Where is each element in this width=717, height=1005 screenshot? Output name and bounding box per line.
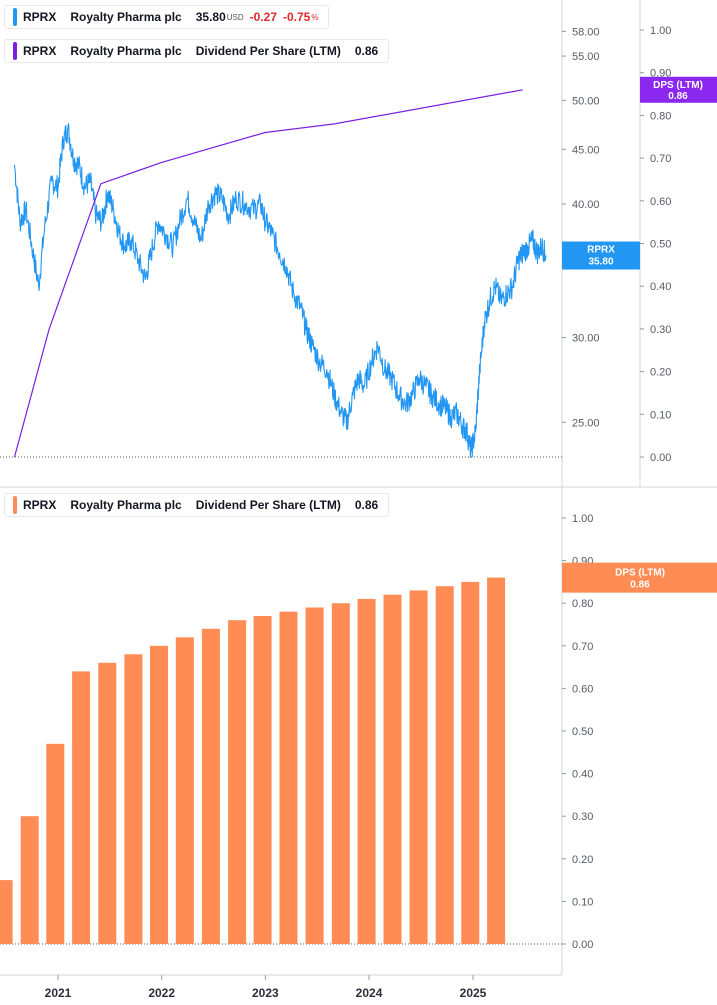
legend-dps-bar-value: 0.86 [354,498,379,512]
time-tick-label: 2023 [252,986,279,1000]
dps-bar [0,880,13,944]
dps-bar [461,581,480,944]
legend-price-pct-sign: % [311,12,319,22]
legend-dps-bar[interactable]: RPRX Royalty Pharma plc Dividend Per Sha… [4,493,390,517]
legend-dps-line-name: Royalty Pharma plc [70,44,182,58]
legend-dps-line-swatch [13,42,17,60]
axis-layer: 58.00 55.00 50.00 45.00 40.00 30.00 25.00 1.00 0… [45,25,672,1000]
price-tick-label: 25.00 [572,417,600,429]
dps-bar-last-tag [562,562,717,593]
bar-tick-label: 0.60 [572,683,593,695]
dps-tick-label: 1.00 [650,25,671,37]
price-tick-label: 45.00 [572,144,600,156]
legend-dps-bar-metric: Dividend Per Share (LTM) [195,498,341,512]
bar-tick-label: 0.70 [572,641,593,653]
dps-bar [279,611,298,944]
legend-price-value: 35.80 [195,10,226,24]
dps-bar-last-tag-value: 0.86 [630,580,650,591]
bar-tick-label: 0.40 [572,769,593,781]
dps-bar [124,654,143,944]
legend-price-swatch [13,8,17,26]
dps-bar [20,816,39,944]
dps-tick-label: 0.30 [650,324,671,336]
legend-dps-bar-name: Royalty Pharma plc [70,498,182,512]
dps-bar [487,577,506,944]
dps-tick-label: 0.00 [650,452,671,464]
legend-dps-bar-swatch [13,496,17,514]
dps-tick-label: 0.80 [650,110,671,122]
price-tick-label: 30.00 [572,333,600,345]
dps-bar [72,671,91,944]
legend-price-change-pct: -0.75 [283,10,311,24]
dps-bar [409,590,428,944]
price-tick-label: 40.00 [572,199,600,211]
price-tick-label: 50.00 [572,95,600,107]
dps-bar [201,628,220,944]
bar-tick-label: 0.30 [572,811,593,823]
dps-bar [331,603,350,944]
price-last-tag-value: 35.80 [588,257,613,268]
dps-tick-label: 0.10 [650,409,671,421]
dps-bar [46,743,65,944]
price-last-tag-label: RPRX [587,245,615,256]
dps-tick-label: 0.90 [650,68,671,80]
legend-price[interactable]: RPRX Royalty Pharma plc 35.80 USD -0.27 … [4,5,330,29]
dps-tick-label: 0.40 [650,281,671,293]
dps-bar [228,620,247,944]
legend-price-ticker: RPRX [23,10,57,24]
price-tick-label: 55.00 [572,51,600,63]
legend-price-name: Royalty Pharma plc [70,10,182,24]
bar-tick-label: 0.50 [572,726,593,738]
series-layer [0,89,547,944]
time-tick-label: 2021 [45,986,72,1000]
dps-tick-label: 0.60 [650,196,671,208]
dps-bar [383,594,402,944]
dps-bar [305,607,324,944]
legend-price-currency: USD [226,12,244,22]
legend-dps-line-metric: Dividend Per Share (LTM) [195,44,341,58]
dps-bar [150,645,168,944]
legend-dps-line-ticker: RPRX [23,44,57,58]
price-line [13,123,547,459]
bar-tick-label: 0.10 [572,896,593,908]
time-tick-label: 2022 [148,986,175,1000]
dps-line-last-tag [640,76,717,103]
bar-tick-label: 0.00 [572,939,593,951]
dps-bar [435,586,454,944]
time-tick-label: 2025 [460,986,487,1000]
dps-line [13,89,523,458]
dps-bar [253,616,272,944]
dps-bar-last-tag-label: DPS (LTM) [615,568,665,579]
legend-dps-bar-ticker: RPRX [23,498,57,512]
price-last-tag [562,241,640,270]
legend-dps-line[interactable]: RPRX Royalty Pharma plc Dividend Per Sha… [4,39,390,63]
dps-tick-label: 0.50 [650,239,671,251]
bar-tick-label: 0.80 [572,598,593,610]
dps-line-last-tag-label: DPS (LTM) [653,80,703,91]
legend-dps-line-value: 0.86 [354,44,379,58]
dps-bar [175,637,194,944]
dps-bar [98,662,117,944]
dps-line-last-tag-value: 0.86 [668,91,688,102]
time-tick-label: 2024 [356,986,383,1000]
dps-tick-label: 0.70 [650,153,671,165]
bar-tick-label: 0.20 [572,854,593,866]
dps-bar [357,598,376,944]
bar-tick-label: 1.00 [572,513,593,525]
price-tick-label: 58.00 [572,26,600,38]
dps-tick-label: 0.20 [650,367,671,379]
legend-price-change: -0.27 [249,10,277,24]
